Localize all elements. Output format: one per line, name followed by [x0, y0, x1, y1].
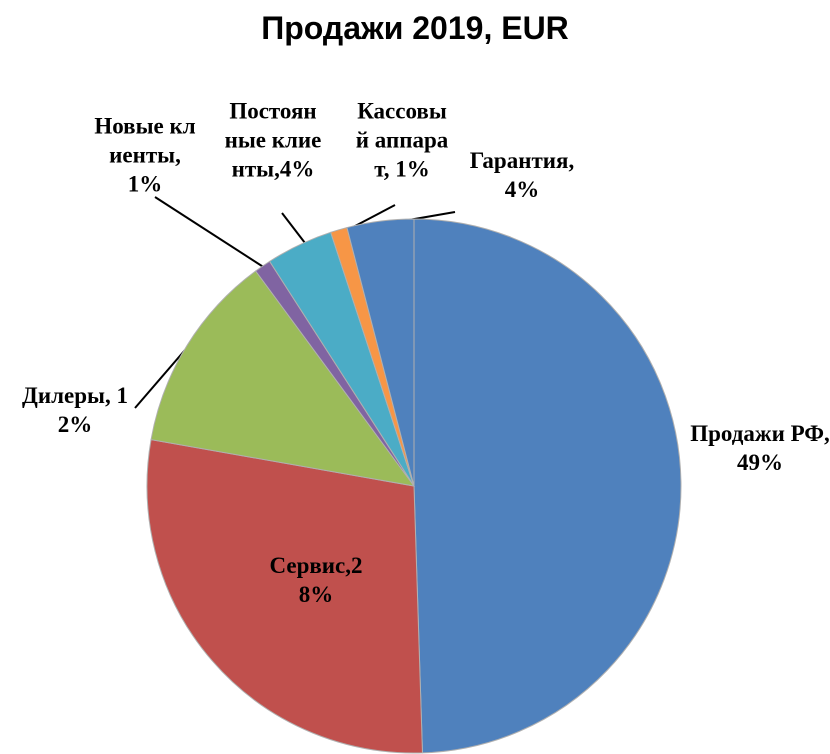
data-label: Постоянные клиенты,4%	[224, 98, 322, 182]
leader-line	[134, 349, 186, 409]
data-label: Продажи РФ,49%	[690, 421, 830, 475]
data-label: Сервис,28%	[269, 553, 363, 607]
leader-line	[154, 196, 266, 269]
data-label: Новые клиенты,1%	[94, 113, 196, 197]
pie-slice	[150, 270, 416, 487]
data-label: Дилеры, 12%	[22, 383, 128, 437]
pie-slice	[146, 439, 423, 754]
chart-title: Продажи 2019, EUR	[261, 10, 569, 46]
data-label: Кассовый аппарат, 1%	[355, 98, 449, 182]
data-label: Гарантия,4%	[469, 148, 575, 202]
leader-line	[281, 212, 306, 244]
pie-slice	[346, 218, 415, 487]
pie-slice	[413, 218, 682, 754]
